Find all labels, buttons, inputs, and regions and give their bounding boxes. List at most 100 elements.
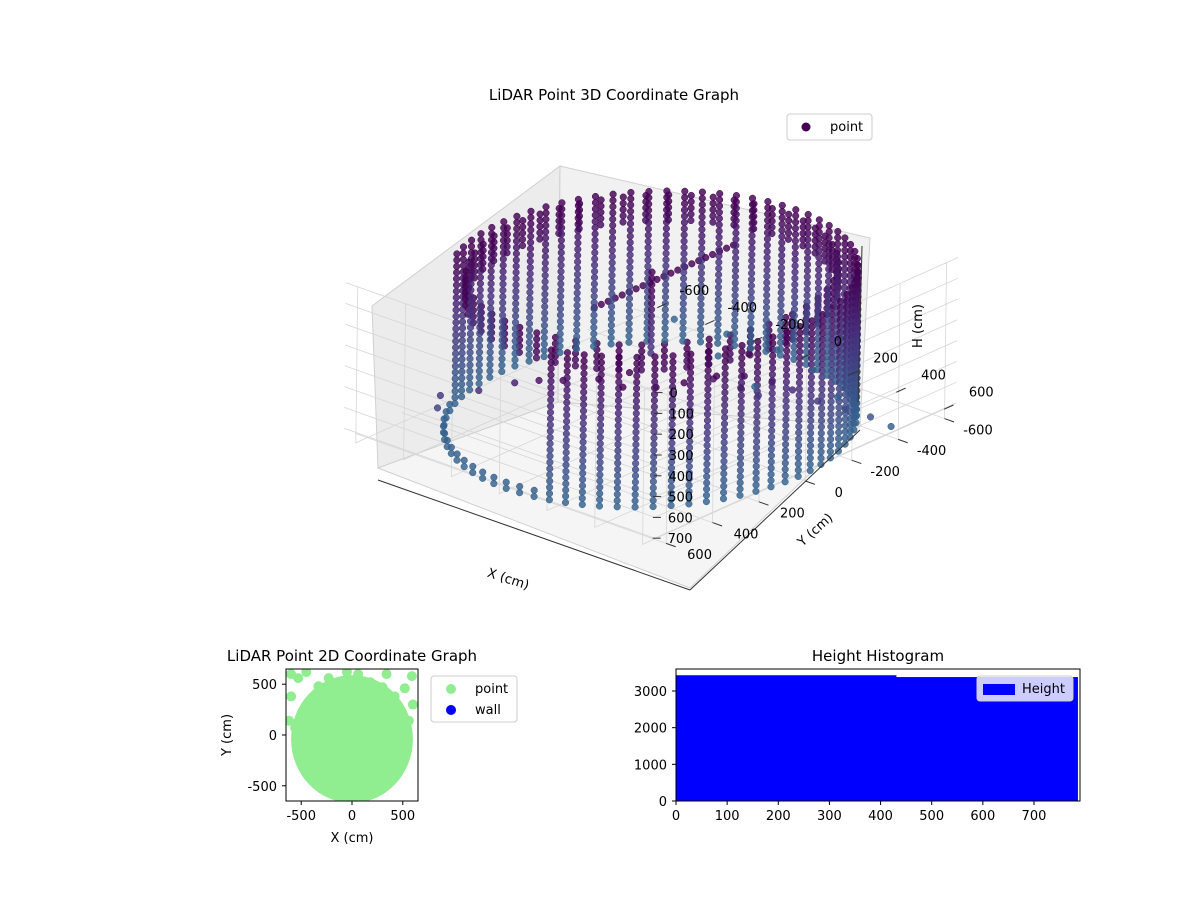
data-point-3d (487, 317, 495, 325)
data-point-3d (631, 466, 640, 474)
data-point-3d (541, 278, 549, 286)
data-point-3d (650, 459, 658, 467)
data-point-3d (827, 429, 835, 437)
y-tick-mark (758, 501, 769, 506)
data-point-3d (526, 288, 534, 296)
data-point-3d (795, 441, 803, 449)
data-point-3d (790, 349, 798, 357)
legend-3d-marker-point (801, 122, 811, 132)
data-point-3d (823, 371, 831, 379)
data-point-3d (834, 447, 842, 455)
data-point-3d (644, 225, 652, 233)
data-point-3d (447, 443, 455, 451)
data-point-3d (768, 389, 776, 397)
data-point-3d (785, 223, 793, 231)
data-point-3d (596, 452, 604, 460)
data-point-3d (705, 335, 713, 343)
data-point-3d (791, 287, 799, 295)
data-point-3d (536, 216, 544, 224)
data-point-3d (541, 290, 549, 298)
data-point-3d (716, 190, 724, 198)
data-point-3d (768, 427, 776, 435)
data-point-3d (513, 218, 521, 227)
data-point-3d (827, 385, 835, 393)
data-point-3d (614, 465, 622, 473)
data-point-3d (651, 372, 659, 380)
data-point-3d (721, 364, 729, 372)
data-point-3d (767, 476, 775, 485)
data-point-3d (720, 482, 728, 490)
data-point-3d (853, 393, 861, 401)
data-point-2d (394, 705, 405, 716)
data-point-3d (803, 279, 811, 287)
data-point-3d (558, 224, 566, 232)
data-point-3d (647, 305, 656, 314)
data-point-3d (726, 350, 734, 358)
data-point-3d (748, 257, 756, 265)
data-point-3d (476, 342, 484, 350)
data-point-3d (651, 365, 659, 373)
data-point-3d (833, 277, 841, 285)
data-point-3d (451, 356, 460, 364)
data-point-3d (631, 491, 639, 499)
data-point-3d (459, 243, 468, 251)
data-point-3d (686, 381, 694, 389)
data-point-3d (823, 352, 832, 361)
data-point-3d (573, 276, 581, 285)
data-point-3d (815, 247, 823, 255)
data-point-3d (662, 256, 670, 264)
data-point-3d (732, 254, 740, 262)
data-point-3d (541, 303, 549, 311)
data-point-3d (526, 257, 534, 265)
data-point-3d (625, 295, 634, 303)
x-tick-label-hist: 400 (868, 809, 893, 824)
data-point-3d (680, 250, 688, 258)
x-tick-mark (943, 404, 954, 410)
data-point-3d (477, 230, 485, 238)
data-point-3d (597, 408, 605, 416)
data-point-3d (574, 239, 582, 247)
data-point-3d (781, 447, 790, 455)
data-point-3d (792, 212, 800, 220)
data-point-3d (499, 286, 507, 294)
data-point-2d (407, 699, 418, 710)
data-point-3d (721, 407, 729, 415)
data-point-3d (487, 298, 495, 306)
data-point-3d (687, 198, 695, 206)
data-point-3d (791, 262, 799, 270)
data-point-3d (597, 358, 605, 367)
h-tick-label: 400 (668, 470, 693, 485)
data-point-3d (698, 244, 706, 252)
data-point-3d (680, 275, 688, 283)
data-point-3d (626, 245, 634, 253)
data-point-3d (632, 285, 640, 293)
x-tick-label-hist: 0 (672, 809, 680, 824)
data-point-3d (762, 316, 770, 324)
data-point-3d (644, 219, 653, 227)
data-point-3d (512, 281, 520, 289)
data-point-3d (499, 261, 507, 269)
data-point-3d (580, 401, 588, 409)
data-point-3d (536, 235, 544, 243)
data-point-3d (467, 299, 475, 307)
data-point-3d (778, 245, 786, 253)
data-point-3d (558, 211, 566, 219)
data-point-3d (731, 329, 739, 337)
data-point-3d (807, 373, 815, 381)
data-point-3d (562, 442, 570, 450)
data-point-3d (578, 494, 586, 502)
data-point-3d (498, 349, 506, 357)
data-point-2d (365, 677, 376, 688)
data-point-3d (767, 470, 775, 478)
data-point-3d (785, 217, 793, 225)
data-point-3d (703, 429, 711, 437)
data-point-3d (686, 400, 694, 408)
data-point-3d (597, 390, 605, 398)
data-point-3d (580, 376, 588, 384)
data-point-3d (807, 379, 815, 387)
y-tick-mark (665, 542, 676, 548)
data-point-3d (777, 307, 785, 315)
data-point-3d (796, 335, 804, 343)
data-point-3d (590, 311, 598, 319)
data-point-3d (803, 298, 811, 306)
